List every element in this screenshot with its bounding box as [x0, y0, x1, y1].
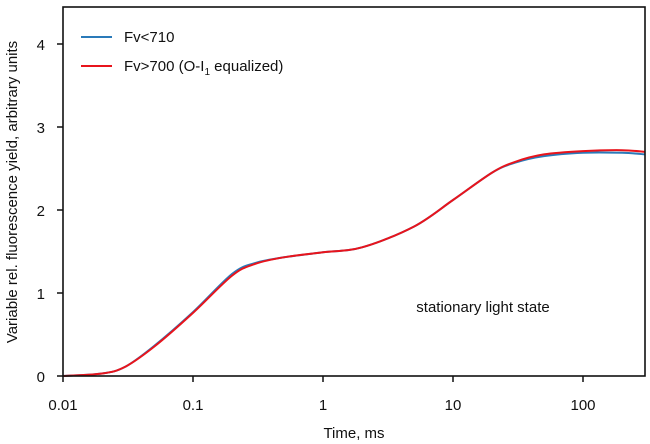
y-tick-label: 4 — [37, 37, 45, 54]
y-axis: 0 1 2 3 4 — [37, 37, 63, 386]
series-line-0 — [62, 151, 646, 377]
y-tick-label: 0 — [37, 369, 45, 386]
x-tick-label: 1 — [319, 397, 327, 414]
y-tick-label: 1 — [37, 286, 45, 303]
plot-frame — [62, 6, 646, 377]
x-tick-label: 0.1 — [183, 397, 204, 414]
legend: Fv<710 Fv>700 (O-I1 equalized) — [81, 29, 283, 78]
y-axis-label: Variable rel. fluorescence yield, arbitr… — [4, 41, 21, 343]
x-axis: 0.01 0.1 1 10 100 — [48, 376, 596, 414]
x-axis-label: Time, ms — [323, 425, 384, 442]
legend-label-fv-lt-710: Fv<710 — [124, 29, 174, 46]
x-tick-label: 100 — [570, 397, 595, 414]
y-tick-label: 2 — [37, 203, 45, 220]
annotation-stationary-light-state: stationary light state — [416, 299, 549, 316]
legend-label-fv-gt-700: Fv>700 (O-I1 equalized) — [124, 58, 283, 78]
x-tick-label: 10 — [445, 397, 462, 414]
series-line-1 — [62, 149, 646, 377]
y-tick-label: 3 — [37, 120, 45, 137]
x-tick-label: 0.01 — [48, 397, 77, 414]
series-lines — [62, 149, 646, 377]
